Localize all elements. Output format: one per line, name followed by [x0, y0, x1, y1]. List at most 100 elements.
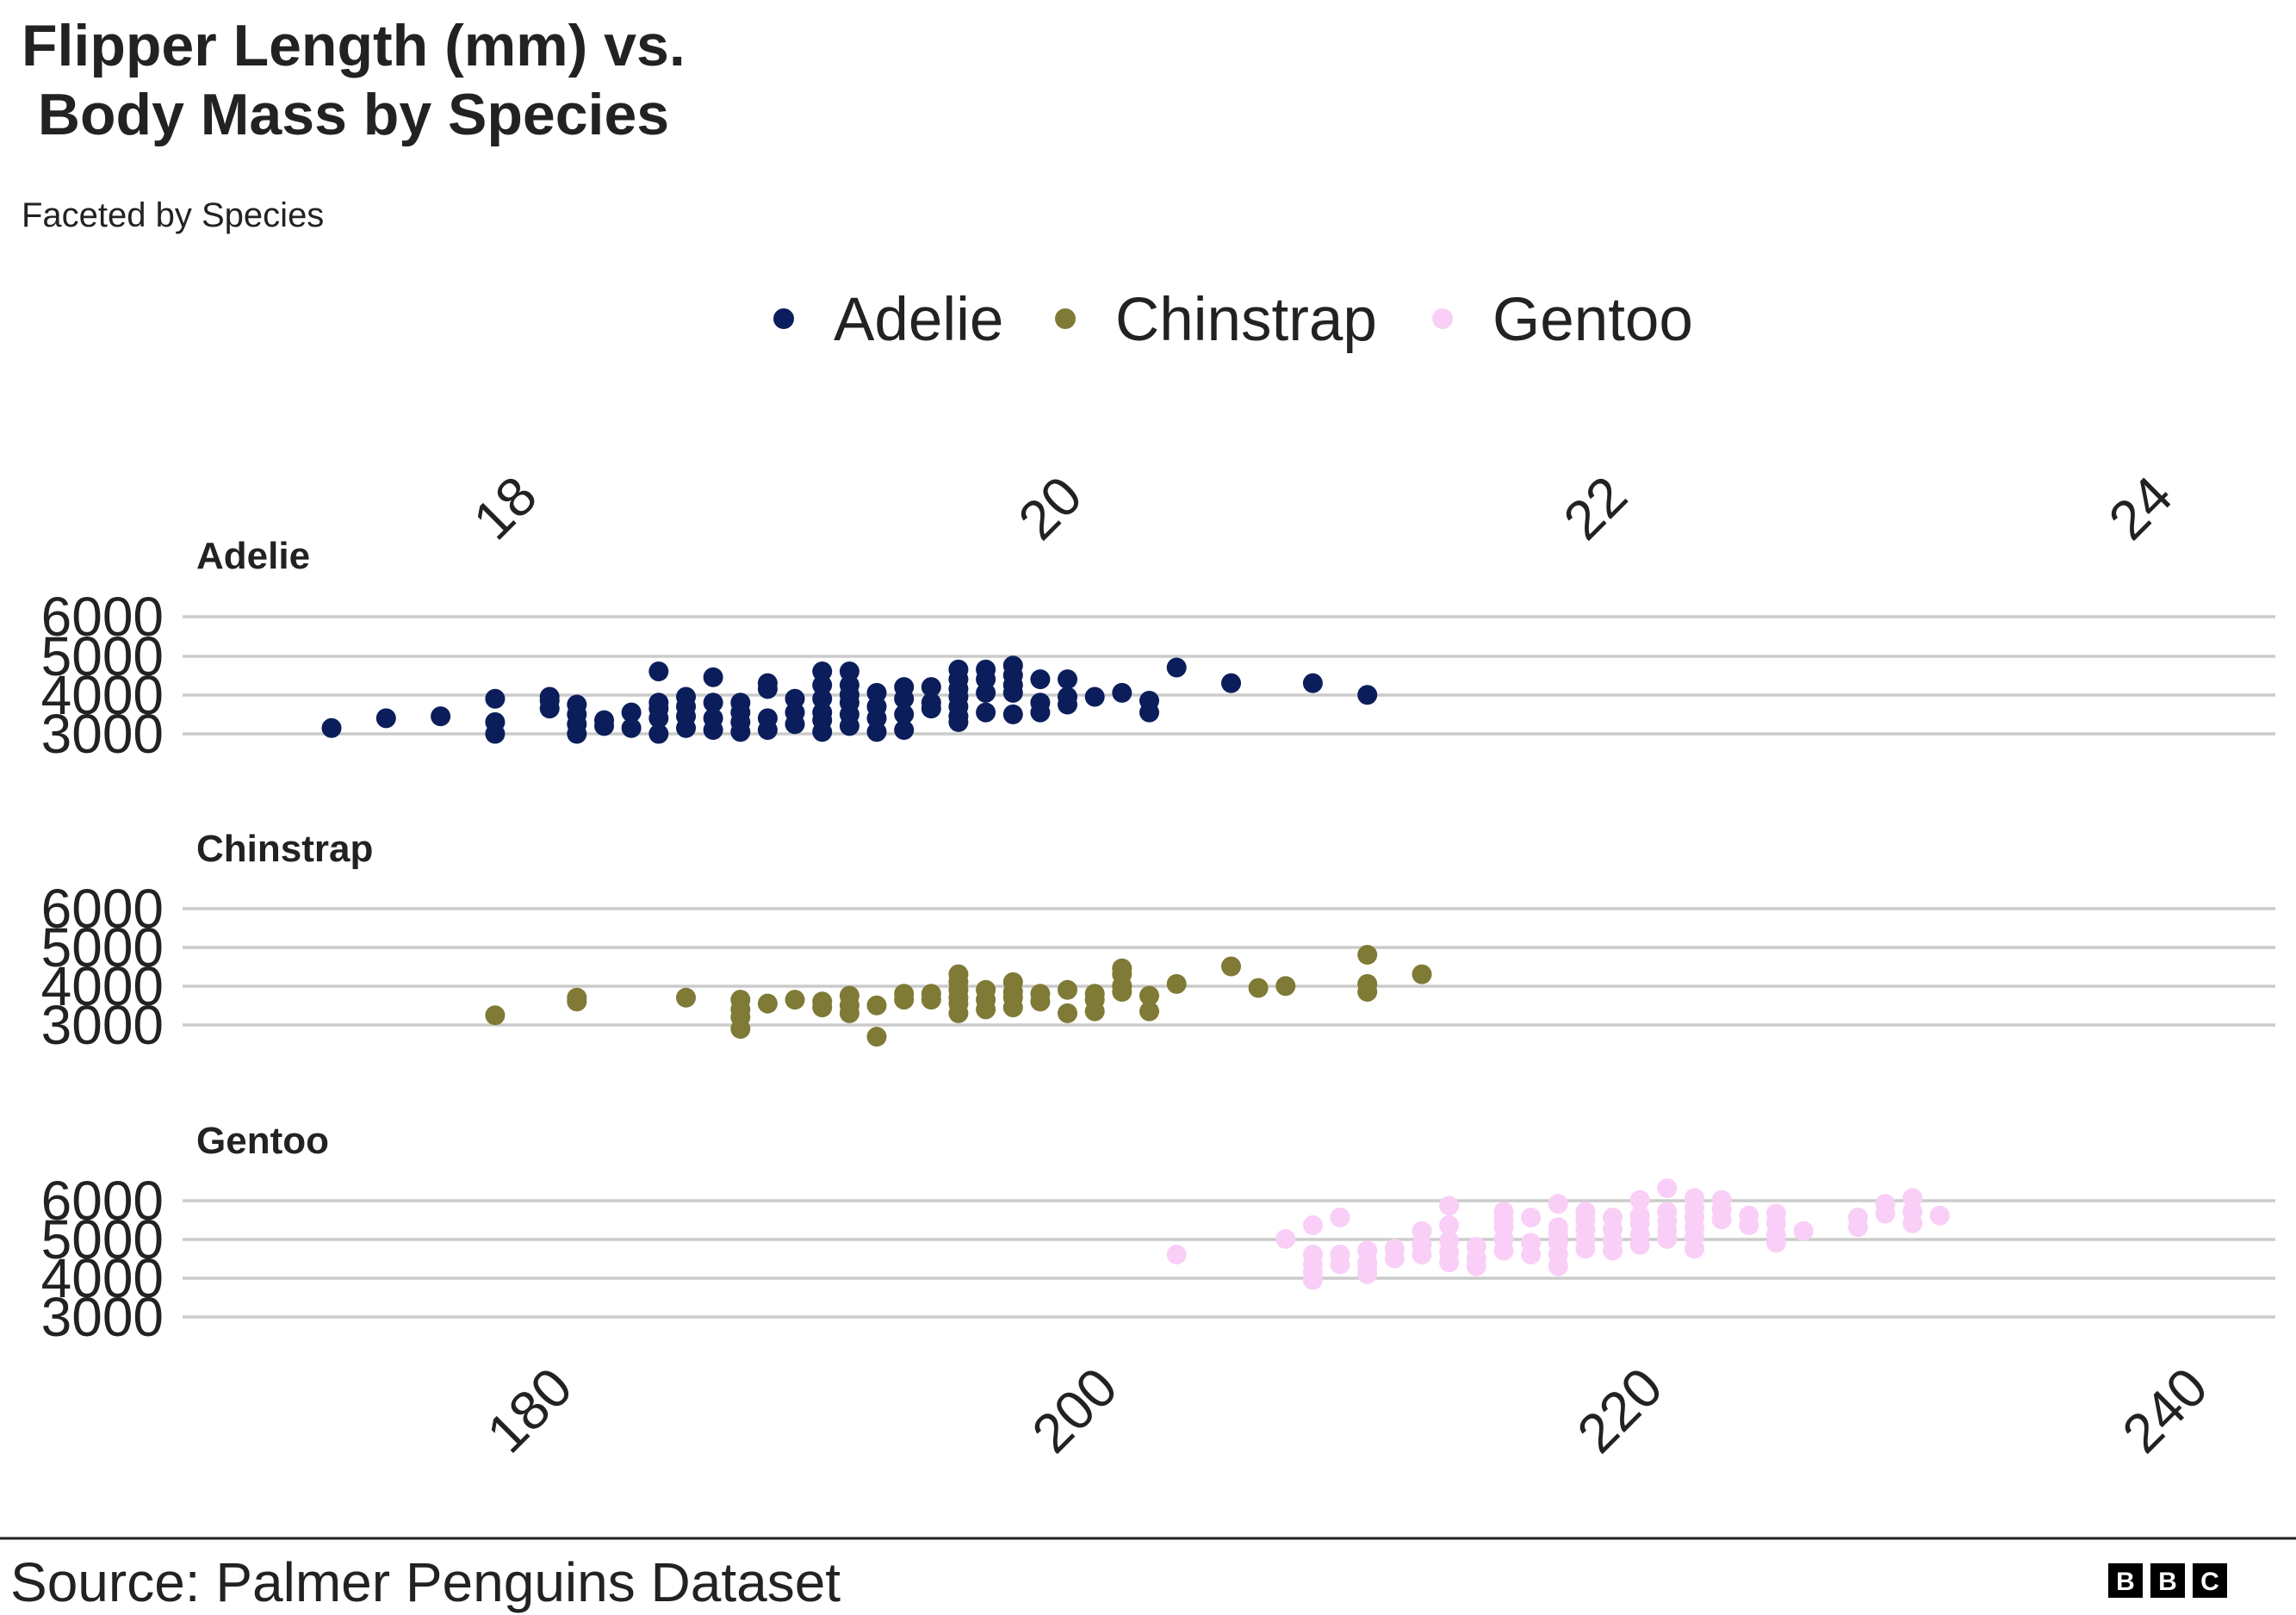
gentoo-point [1739, 1205, 1759, 1226]
adelie-point [703, 693, 723, 713]
chinstrap-point [676, 987, 696, 1008]
chinstrap-point [730, 990, 751, 1010]
gentoo-point [1657, 1178, 1678, 1198]
adelie-points [321, 655, 1378, 744]
chinstrap-point [921, 984, 941, 1004]
adelie-point [866, 682, 887, 703]
logo-letter: B [2116, 1568, 2135, 1596]
top-x-tick-label: 24 [2097, 464, 2184, 551]
adelie-point [812, 674, 833, 695]
adelie-point [839, 662, 859, 681]
adelie-point [1302, 673, 1323, 693]
bbc-logo: B B C [2108, 1563, 2227, 1598]
adelie-point [730, 693, 751, 713]
gentoo-point [1412, 1221, 1432, 1241]
adelie-point [594, 710, 614, 730]
gentoo-point [1302, 1215, 1323, 1235]
facet-label-gentoo: Gentoo [196, 1120, 329, 1162]
chinstrap-point [1112, 958, 1132, 978]
adelie-point [321, 717, 342, 738]
adelie-point [1084, 686, 1105, 707]
y-tick-label: 4000 [41, 955, 164, 1017]
chinstrap-point [1357, 945, 1378, 965]
chinstrap-point [1058, 979, 1077, 1000]
legend-label-adelie: Adelie [834, 286, 1003, 354]
adelie-point [976, 702, 996, 723]
adelie-point [539, 686, 560, 707]
adelie-point [894, 704, 915, 724]
adelie-point [785, 688, 805, 709]
chinstrap-point [1412, 964, 1432, 985]
adelie-point [485, 688, 506, 709]
legend-label-chinstrap: Chinstrap [1115, 286, 1377, 354]
adelie-point [1030, 693, 1051, 713]
legend-label-gentoo: Gentoo [1492, 286, 1693, 354]
adelie-point [785, 702, 805, 723]
top-x-axis: 18 20 22 24 [462, 464, 2184, 551]
chinstrap-point [757, 993, 778, 1014]
gentoo-point [1548, 1194, 1568, 1214]
adelie-point [703, 708, 723, 729]
chart-title-line-1: Flipper Length (mm) vs. [22, 13, 686, 78]
adelie-point [976, 682, 996, 703]
adelie-point [648, 662, 669, 681]
gentoo-point [1330, 1208, 1350, 1227]
chinstrap-point [839, 985, 859, 1006]
gentoo-point [1493, 1202, 1514, 1222]
adelie-point [1166, 657, 1187, 678]
chinstrap-point [1221, 956, 1241, 977]
y-tick-label: 3000 [41, 994, 164, 1056]
source-note: Source: Palmer Penguins Dataset [10, 1551, 841, 1613]
adelie-point [431, 706, 451, 727]
adelie-point [921, 693, 941, 713]
top-x-tick-label: 22 [1552, 464, 1639, 551]
gentoo-point [1357, 1240, 1378, 1261]
gentoo-point [1466, 1237, 1486, 1257]
chinstrap-point [567, 987, 587, 1008]
gentoo-point [1275, 1228, 1296, 1249]
y-tick-label: 4000 [41, 664, 164, 726]
gentoo-point [1412, 1234, 1432, 1255]
adelie-point [812, 688, 833, 709]
chinstrap-point [1058, 1003, 1077, 1023]
chinstrap-point [1139, 1001, 1159, 1022]
adelie-point [948, 659, 969, 680]
adelie-point [676, 686, 696, 707]
logo-letter: C [2200, 1568, 2219, 1596]
gentoo-point [1603, 1208, 1623, 1227]
chart-subtitle: Faceted by Species [22, 196, 324, 234]
gentoo-point [1685, 1188, 1704, 1208]
chart-title-line-2: Body Mass by Species [22, 82, 669, 147]
facet-gentoo: Gentoo 6000 5000 4000 3000 [41, 1120, 2275, 1348]
adelie-point [621, 717, 642, 738]
chinstrap-point [866, 995, 887, 1016]
adelie-point [839, 674, 859, 695]
chinstrap-point [812, 991, 833, 1012]
chinstrap-point [785, 990, 805, 1010]
chinstrap-point [1275, 976, 1296, 997]
chinstrap-point [485, 1005, 506, 1026]
adelie-point [976, 659, 996, 680]
adelie-point [1357, 685, 1378, 705]
adelie-point [648, 693, 669, 713]
gentoo-point [1875, 1194, 1896, 1214]
gentoo-point [1302, 1245, 1323, 1264]
y-tick-label: 4000 [41, 1247, 164, 1309]
gentoo-point [1330, 1245, 1350, 1264]
y-tick-label: 3000 [41, 1286, 164, 1348]
gentoo-points [1166, 1178, 1950, 1290]
gentoo-point [1902, 1188, 1923, 1208]
gentoo-point [1439, 1215, 1460, 1235]
adelie-point [648, 724, 669, 744]
adelie-point [1221, 673, 1241, 693]
gentoo-point [1629, 1205, 1650, 1226]
adelie-point [921, 677, 941, 698]
adelie-point [894, 720, 915, 740]
chinstrap-point [1166, 973, 1187, 994]
y-tick-label: 6000 [41, 586, 164, 648]
bottom-x-tick-label: 220 [1565, 1356, 1673, 1464]
adelie-point [1058, 686, 1077, 707]
facet-chinstrap: Chinstrap 6000 5000 4000 3000 [41, 828, 2275, 1056]
chinstrap-point [1357, 973, 1378, 994]
